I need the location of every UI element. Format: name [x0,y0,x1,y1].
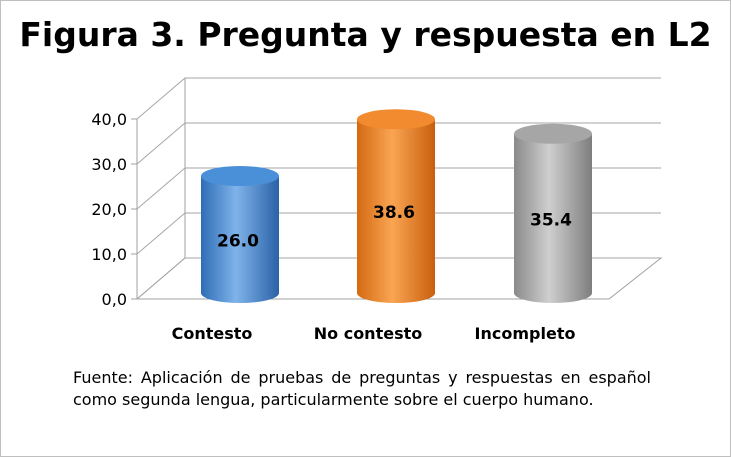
bar-top [201,166,279,186]
bar-incompleto [514,123,592,303]
chart-plot: 0,0 10,0 20,0 30,0 40,0 26.0 Contesto 38.6 No c… [91,77,663,343]
x-category-label: Incompleto [475,324,576,343]
data-label: 26.0 [217,232,259,252]
bar-body [514,133,592,303]
bar-body [201,176,279,303]
chart-title: Figura 3. Pregunta y respuesta en L2 [19,15,712,54]
data-label: 38.6 [373,203,415,223]
x-category-label: Contesto [172,324,253,343]
bar-top [514,123,592,144]
bar-top [357,109,435,130]
y-tick-label: 10,0 [91,245,127,264]
y-tick-label: 30,0 [91,155,127,174]
bar-no-contesto [357,109,435,303]
y-tick-label: 20,0 [91,200,127,219]
y-tick-label: 40,0 [91,110,127,129]
data-label: 35.4 [530,210,572,230]
y-tick-label: 0,0 [102,290,127,309]
chart-source-caption: Fuente: Aplicación de pruebas de pregunt… [73,368,651,409]
bar-body [357,119,435,303]
x-category-label: No contesto [314,324,422,343]
bar-contesto [201,166,279,303]
